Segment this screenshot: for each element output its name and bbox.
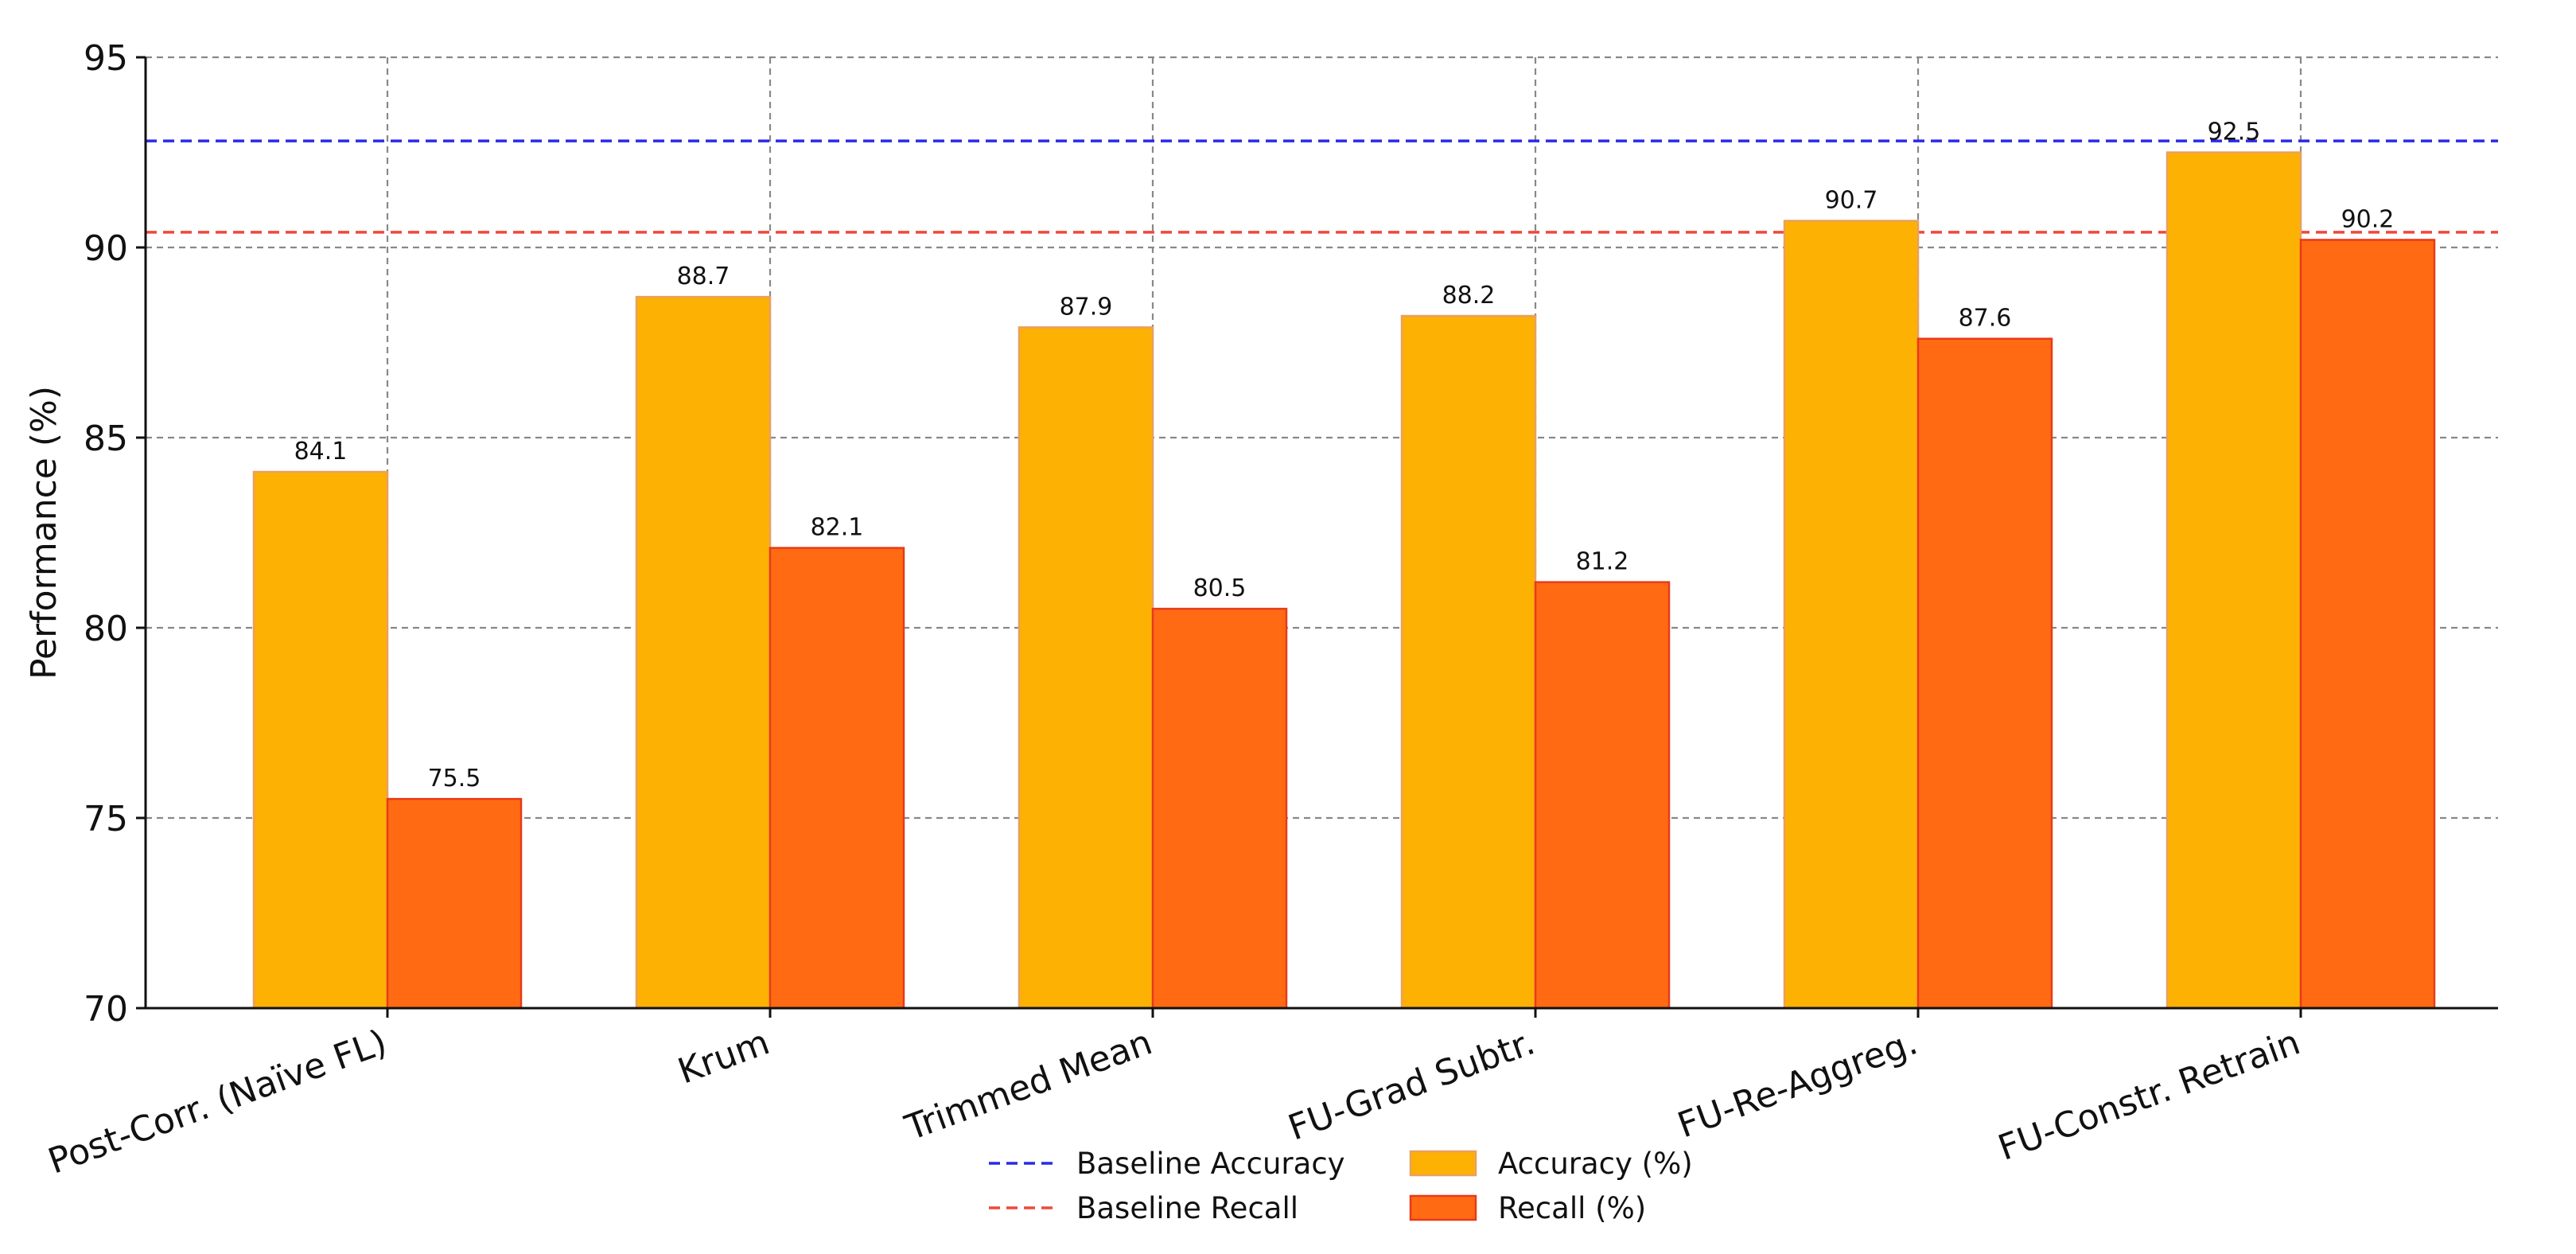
- y-axis-title: Performance (%): [24, 386, 64, 680]
- x-tick-label-2: Trimmed Mean: [900, 1022, 1158, 1149]
- value-label-recall-2: 80.5: [1193, 574, 1247, 602]
- value-label-accuracy-0: 84.1: [294, 438, 348, 465]
- legend-swatch-3: [1409, 1194, 1477, 1221]
- value-label-accuracy-5: 92.5: [2208, 119, 2261, 146]
- bar-accuracy-4: [1783, 220, 1920, 1010]
- legend-label-0: Baseline Accuracy: [1076, 1147, 1345, 1181]
- value-label-recall-3: 81.2: [1576, 548, 1629, 576]
- legend-swatch-2: [1409, 1150, 1477, 1177]
- y-tick-label-3: 85: [84, 419, 128, 459]
- bar-recall-4: [1916, 337, 2053, 1010]
- x-tick-label-5: FU-Constr. Retrain: [1993, 1022, 2306, 1168]
- bar-recall-2: [1151, 607, 1288, 1010]
- bar-recall-3: [1534, 581, 1671, 1010]
- bar-recall-1: [769, 547, 905, 1010]
- y-tick-label-5: 95: [84, 38, 128, 79]
- y-tick-label-0: 70: [84, 989, 128, 1030]
- value-label-recall-0: 75.5: [428, 765, 481, 793]
- value-label-recall-1: 82.1: [811, 514, 864, 542]
- bar-recall-5: [2299, 239, 2436, 1010]
- legend-label-3: Recall (%): [1498, 1191, 1646, 1225]
- value-label-recall-4: 87.6: [1959, 305, 2012, 333]
- bar-accuracy-0: [252, 470, 389, 1010]
- y-tick-label-4: 90: [84, 228, 128, 269]
- bar-accuracy-3: [1400, 314, 1537, 1010]
- y-tick-label-1: 75: [84, 799, 128, 839]
- bar-accuracy-2: [1018, 326, 1154, 1010]
- x-tick-label-3: FU-Grad Subtr.: [1283, 1022, 1540, 1148]
- bar-recall-0: [386, 797, 523, 1010]
- value-label-accuracy-2: 87.9: [1060, 293, 1113, 321]
- legend-label-1: Baseline Recall: [1076, 1191, 1298, 1225]
- value-label-accuracy-4: 90.7: [1825, 187, 1878, 215]
- bar-accuracy-5: [2165, 151, 2302, 1010]
- value-label-accuracy-3: 88.2: [1442, 282, 1496, 310]
- value-label-recall-5: 90.2: [2341, 205, 2395, 233]
- legend-label-2: Accuracy (%): [1498, 1147, 1693, 1181]
- x-tick-label-4: FU-Re-Aggreg.: [1672, 1022, 1922, 1146]
- x-tick-label-1: Krum: [673, 1022, 775, 1092]
- value-label-accuracy-1: 88.7: [677, 263, 730, 290]
- x-tick-label-0: Post-Corr. (Naïve FL): [43, 1022, 392, 1182]
- y-tick-label-2: 80: [84, 609, 128, 649]
- bar-accuracy-1: [635, 295, 772, 1010]
